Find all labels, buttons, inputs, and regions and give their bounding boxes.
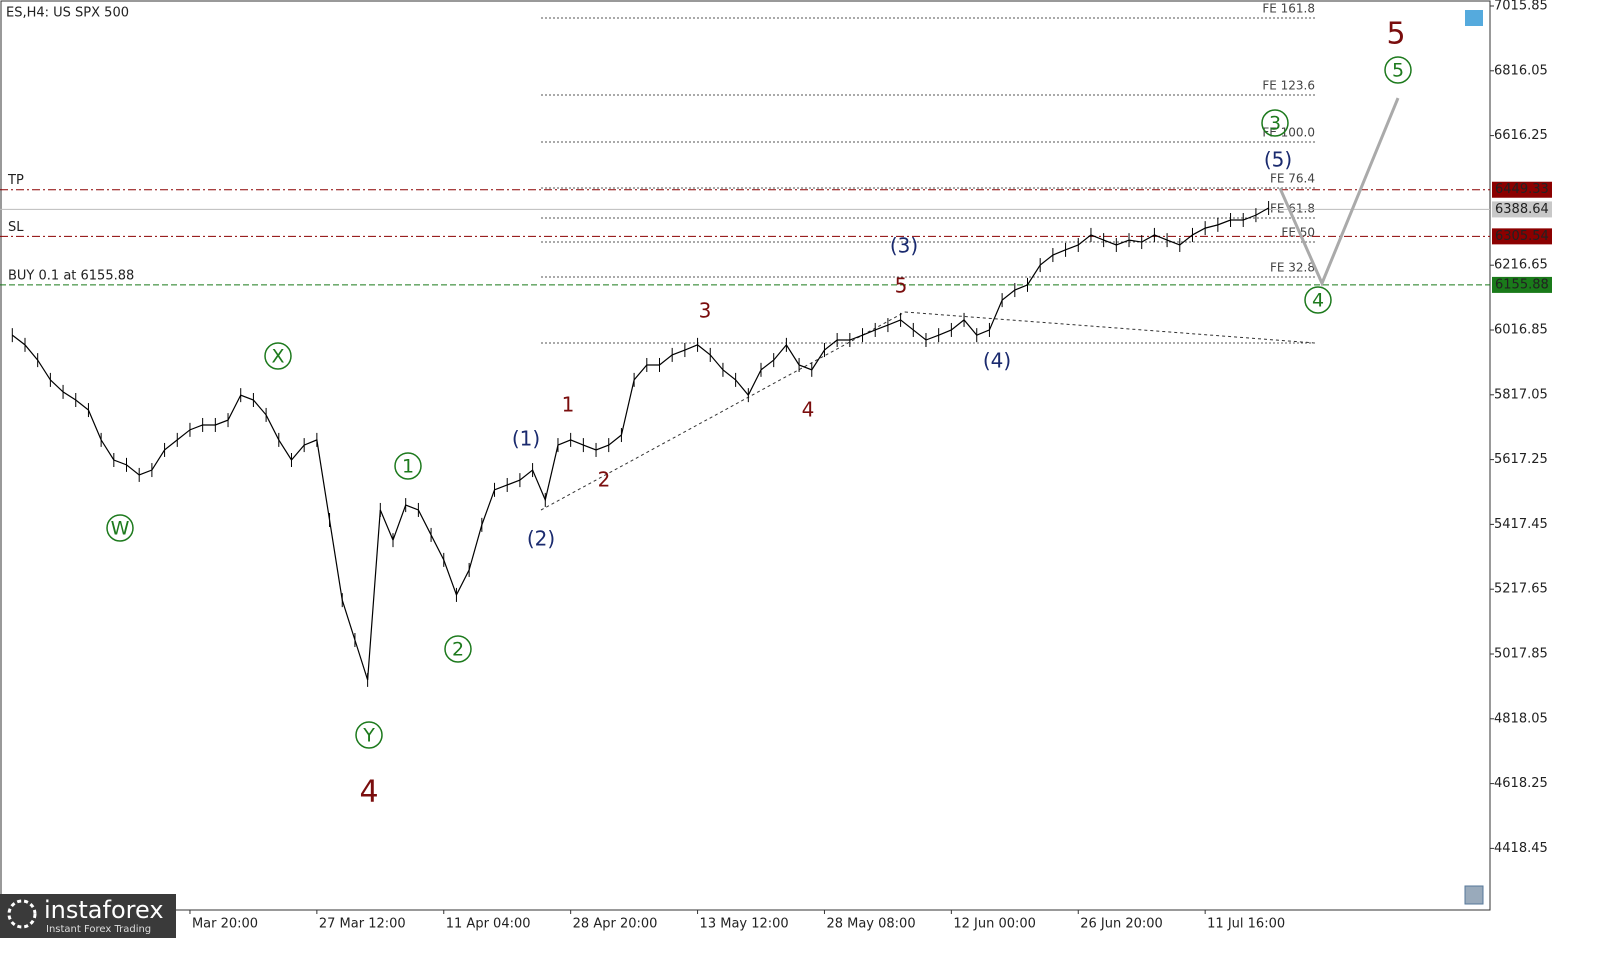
fe-label: FE 32.8 [1270, 260, 1315, 274]
wave-label: 5 [895, 274, 908, 298]
wave-circle [444, 635, 472, 663]
logo-icon [7, 899, 37, 929]
price-box-label: 6388.64 [1495, 202, 1549, 217]
y-tick-label: 4618.25 [1494, 776, 1548, 791]
x-tick-label: 11 Apr 04:00 [446, 917, 531, 932]
x-tick-label: 28 Apr 20:00 [573, 917, 658, 932]
wave-circle [355, 721, 383, 749]
trade-label: SL [8, 220, 24, 235]
wave-label: 4 [802, 398, 815, 422]
wave-label: 2 [452, 639, 464, 661]
wave-label: (4) [983, 349, 1011, 373]
trade-label: BUY 0.1 at 6155.88 [8, 268, 134, 283]
fe-label: FE 123.6 [1262, 79, 1315, 93]
y-tick-label: 5217.65 [1494, 582, 1548, 597]
price-box [1492, 201, 1552, 218]
x-tick-label: 12 Jun 00:00 [953, 917, 1036, 932]
wave-label: 2 [598, 468, 611, 492]
wave-label: 3 [699, 299, 712, 323]
y-tick-label: 5617.25 [1494, 452, 1548, 467]
logo-box [0, 894, 176, 938]
price-line [11, 207, 1269, 681]
wave-label: 4 [359, 775, 378, 810]
price-box-label: 6155.88 [1495, 277, 1549, 292]
y-tick-label: 4418.45 [1494, 841, 1548, 856]
wave-label: Y [362, 725, 375, 747]
chart-title: ES,H4: US SPX 500 [6, 6, 129, 21]
y-tick-label: 7015.85 [1494, 0, 1548, 13]
y-tick-label: 4818.05 [1494, 711, 1548, 726]
wave-label: 5 [1386, 17, 1405, 52]
fe-label: FE 76.4 [1270, 171, 1315, 185]
fe-label: FE 161.8 [1262, 2, 1315, 16]
y-tick-label: 6216.65 [1494, 258, 1548, 273]
price-box [1492, 228, 1552, 245]
wave-label: 4 [1312, 290, 1324, 312]
y-tick-label: 5817.05 [1494, 387, 1548, 402]
x-tick-label: 26 Jun 20:00 [1080, 917, 1163, 932]
x-tick-label: 13 May 12:00 [700, 917, 789, 932]
y-tick-label: 6616.25 [1494, 128, 1548, 143]
price-box [1492, 181, 1552, 198]
wave-label: 5 [1392, 60, 1404, 82]
x-tick-label: Mar 20:00 [192, 917, 258, 932]
wave-label: 1 [402, 456, 414, 478]
y-tick-label: 5417.45 [1494, 517, 1548, 532]
wave-circle [1384, 56, 1412, 84]
logo-name: instaforex [44, 896, 164, 924]
x-tick-label: 28 May 08:00 [826, 917, 915, 932]
wave-circle [264, 342, 292, 370]
trade-label: TP [7, 173, 24, 188]
forecast-path [1278, 97, 1400, 288]
wave-label: (2) [527, 527, 555, 551]
wave-circle [106, 514, 134, 542]
wave-circle [1304, 286, 1332, 314]
wave-label: (5) [1264, 148, 1292, 172]
wave-label: (1) [512, 427, 540, 451]
wave-circle [394, 452, 422, 480]
wave-label: W [111, 518, 130, 540]
logo-tagline: Instant Forex Trading [46, 924, 151, 935]
y-tick-label: 5017.85 [1494, 646, 1548, 661]
wave-label: (3) [890, 234, 918, 258]
tool-icon[interactable] [1464, 885, 1484, 905]
channel-line [904, 311, 1316, 344]
tool-icon[interactable] [1465, 10, 1483, 26]
y-tick-label: 6016.85 [1494, 322, 1548, 337]
x-tick-label: 11 Jul 16:00 [1207, 917, 1285, 932]
wave-circle [1261, 109, 1289, 137]
logo: instaforex Instant Forex Trading [0, 894, 176, 938]
y-tick-label: 6816.05 [1494, 63, 1548, 78]
price-box [1492, 276, 1552, 293]
wave-label: 1 [562, 393, 575, 417]
fe-label: FE 61.8 [1270, 201, 1315, 215]
x-tick-label: 27 Mar 12:00 [319, 917, 406, 932]
wave-label: X [271, 346, 284, 368]
price-box-label: 6449.33 [1495, 182, 1549, 197]
wave-label: 3 [1269, 113, 1281, 135]
price-box-label: 6305.54 [1495, 229, 1549, 244]
plot-frame [0, 0, 1491, 911]
